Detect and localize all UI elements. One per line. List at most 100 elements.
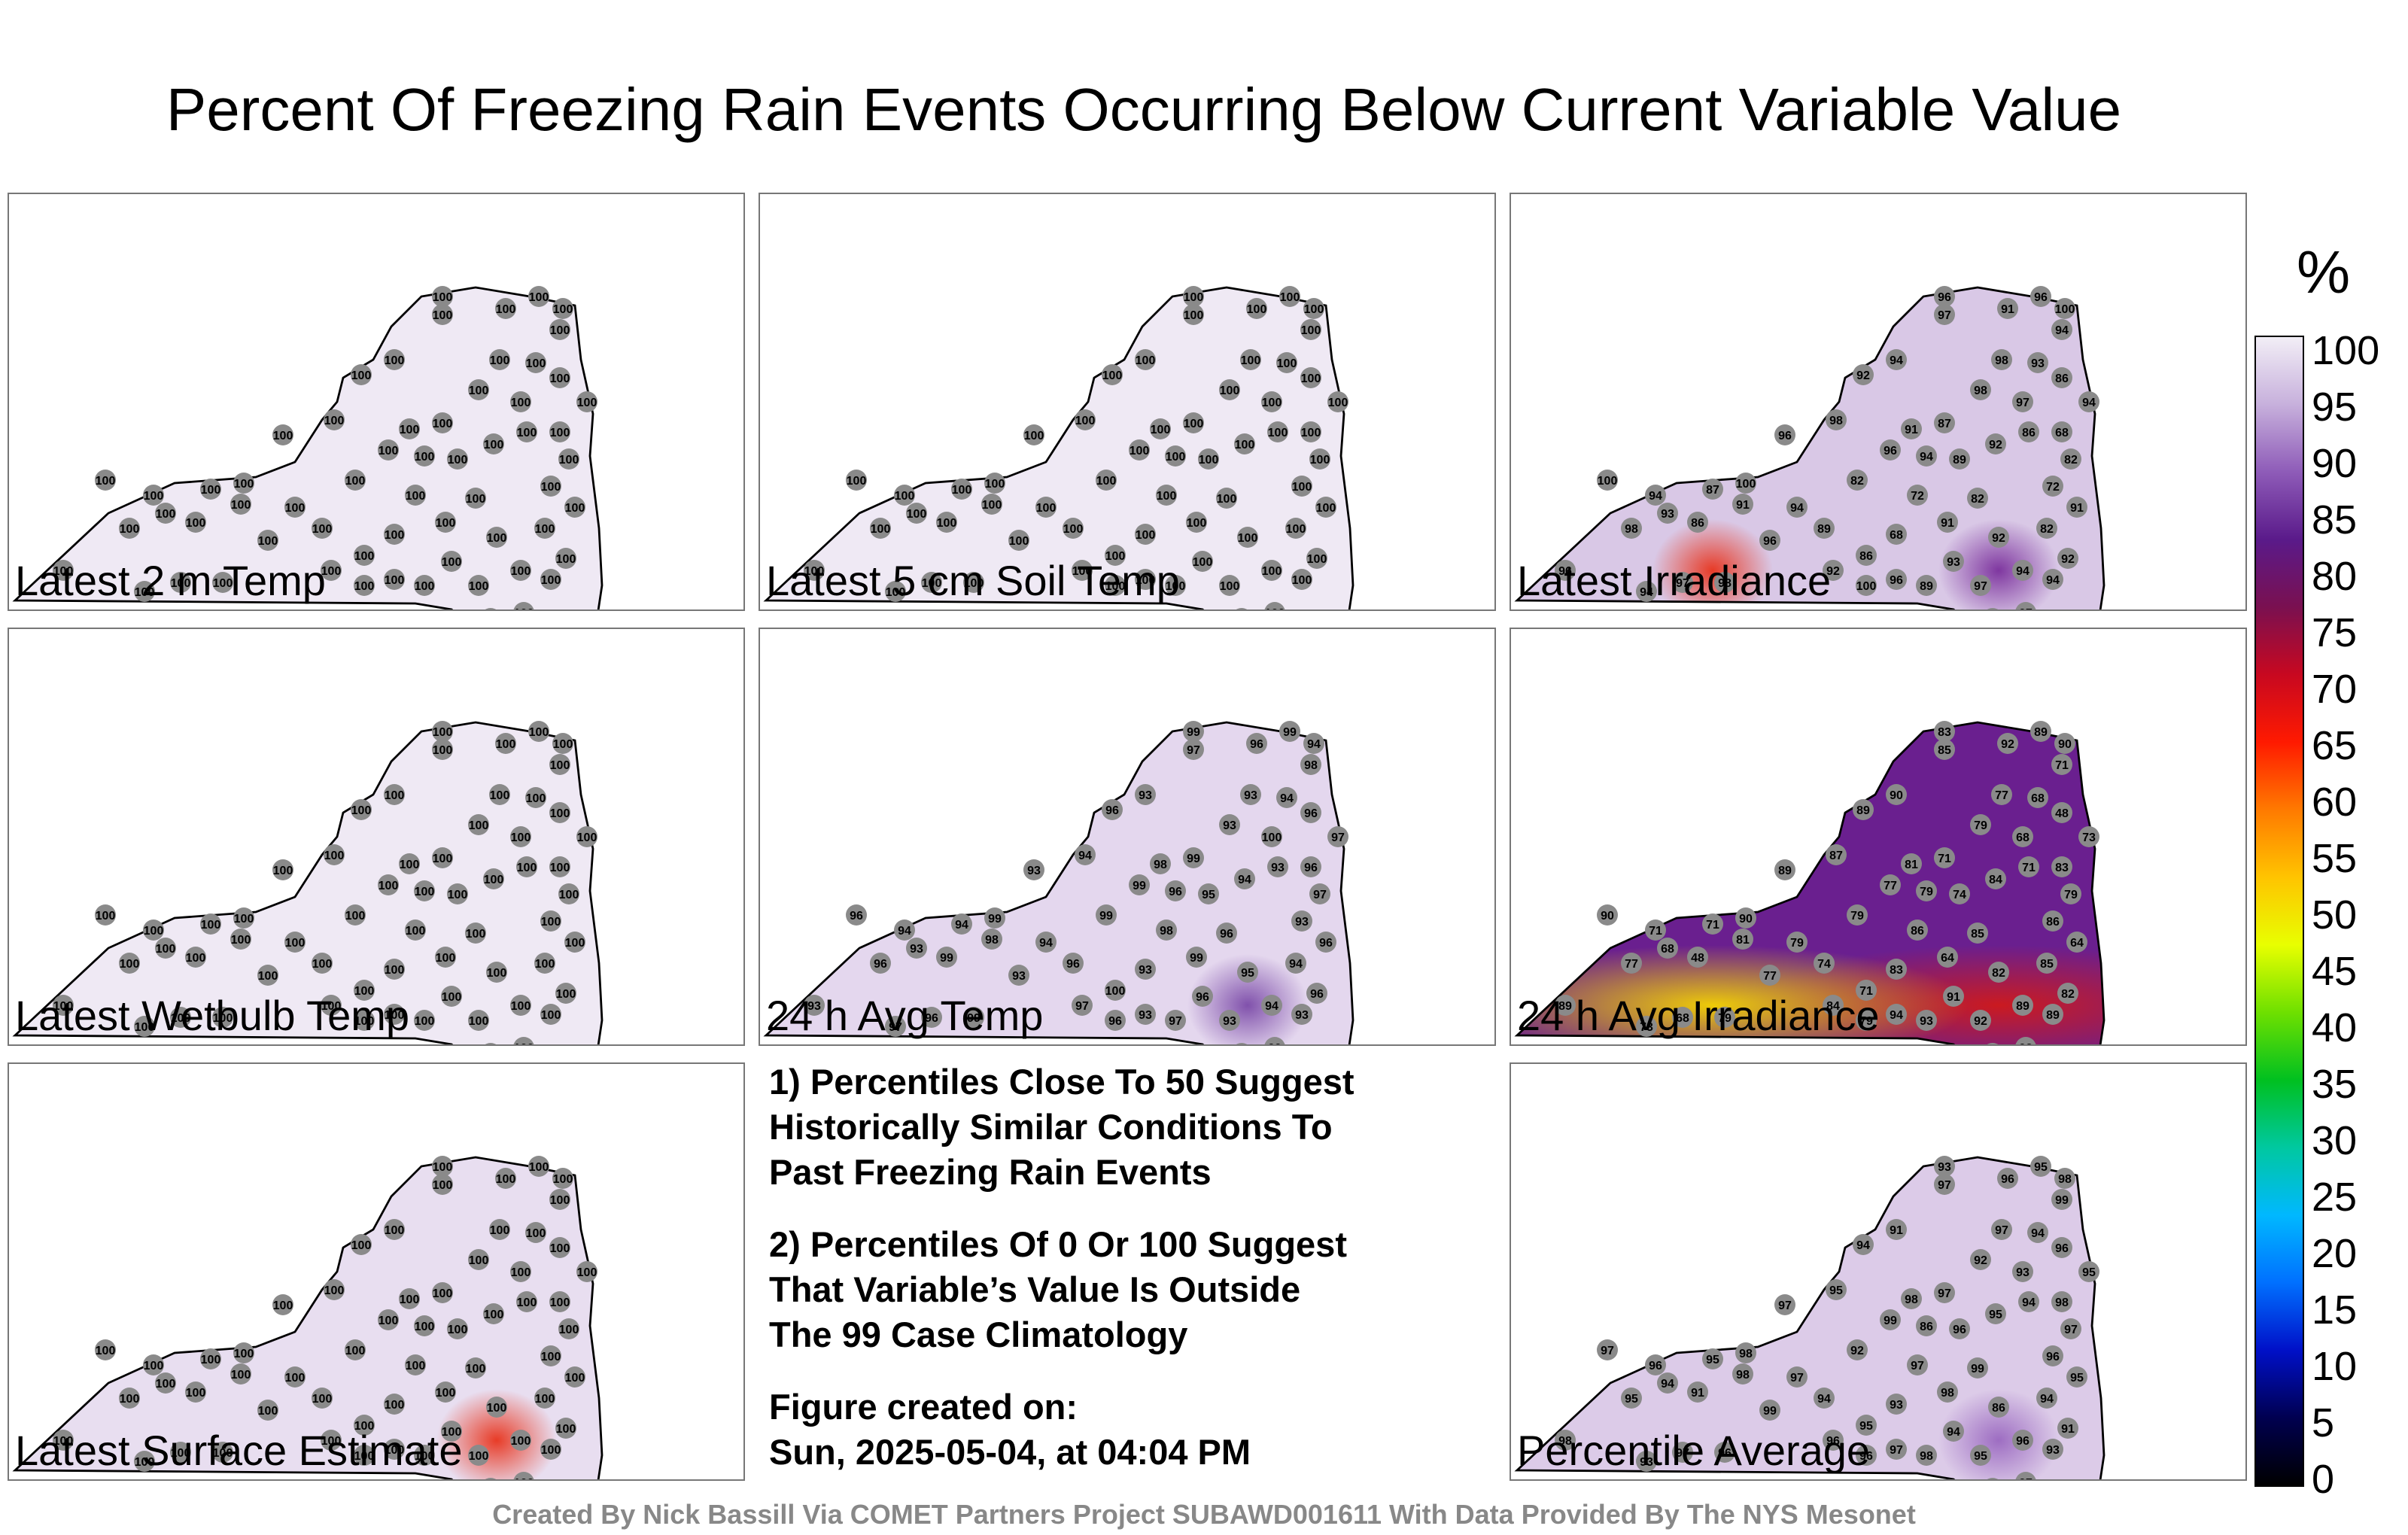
station-value: 94 xyxy=(2055,324,2069,337)
station-value: 100 xyxy=(144,1360,164,1372)
station-value: 98 xyxy=(2058,1173,2072,1186)
station-value: 100 xyxy=(1136,354,1156,367)
station-value: 100 xyxy=(433,291,453,304)
station-value: 100 xyxy=(514,1477,534,1479)
state-fill xyxy=(15,1157,602,1479)
station-value: 82 xyxy=(2061,988,2075,1001)
station-marker xyxy=(119,953,140,974)
station-value: 79 xyxy=(1790,937,1804,950)
station-marker xyxy=(432,847,453,868)
station-value: 93 xyxy=(1661,508,1674,521)
station-value: 99 xyxy=(967,1012,981,1025)
station-value: 96 xyxy=(1250,738,1263,751)
station-value: 100 xyxy=(258,970,278,983)
station-marker xyxy=(1943,1421,1964,1442)
station-marker xyxy=(1916,1010,1937,1031)
station-value: 100 xyxy=(514,607,534,609)
station-marker xyxy=(2051,319,2072,340)
state-outline xyxy=(12,1156,604,1479)
station-value: 96 xyxy=(2034,291,2048,304)
station-value: 100 xyxy=(433,1179,453,1192)
station-marker xyxy=(1315,932,1336,953)
station-marker xyxy=(2036,1388,2057,1409)
station-marker xyxy=(2051,1237,2072,1258)
station-value: 96 xyxy=(1169,886,1182,898)
station-marker xyxy=(516,421,537,442)
station-marker xyxy=(528,721,549,742)
station-value: 95 xyxy=(1202,889,1215,901)
station-marker xyxy=(1035,497,1057,518)
station-marker xyxy=(534,518,555,539)
station-marker xyxy=(1075,409,1096,430)
station-value: 82 xyxy=(2040,523,2054,536)
station-value: 79 xyxy=(1718,1012,1732,1025)
station-value: 94 xyxy=(2031,1227,2045,1240)
station-value: 97 xyxy=(1187,744,1200,757)
station-marker xyxy=(2054,1168,2075,1189)
station-marker xyxy=(1657,1372,1678,1394)
station-value: 100 xyxy=(550,759,570,772)
station-marker xyxy=(1856,1010,1877,1031)
station-value: 77 xyxy=(1625,958,1638,971)
station-value: 89 xyxy=(1953,454,1966,467)
station-value: 97 xyxy=(1778,1299,1792,1312)
station-value: 93 xyxy=(1139,789,1152,802)
station-value: 100 xyxy=(285,937,306,950)
station-value: 90 xyxy=(2058,738,2072,751)
station-value: 100 xyxy=(156,943,176,956)
station-value: 100 xyxy=(577,831,597,844)
station-marker xyxy=(2015,1472,2036,1479)
station-marker xyxy=(1072,560,1093,581)
station-value: 77 xyxy=(1995,789,2008,802)
station-value: 100 xyxy=(1075,415,1096,427)
station-marker xyxy=(1823,1430,1844,1451)
station-value: 100 xyxy=(354,550,375,563)
station-marker xyxy=(1300,856,1321,877)
station-marker xyxy=(272,859,293,880)
station-value: 100 xyxy=(1187,517,1207,530)
station-value: 81 xyxy=(1905,859,1918,871)
station-value: 100 xyxy=(804,565,825,578)
station-marker xyxy=(2030,1156,2051,1177)
station-marker xyxy=(1759,965,1780,986)
station-marker xyxy=(1135,959,1156,980)
station-value: 100 xyxy=(231,1369,251,1382)
station-marker xyxy=(549,754,570,775)
station-marker xyxy=(134,1016,155,1037)
station-marker xyxy=(1023,424,1044,445)
station-value: 100 xyxy=(433,1161,453,1174)
station-marker xyxy=(1135,349,1156,370)
station-marker xyxy=(1285,953,1306,974)
station-value: 93 xyxy=(1223,1015,1236,1028)
station-marker xyxy=(540,569,561,590)
station-value: 82 xyxy=(1850,475,1864,488)
panel-latest-2m-temp: 100 100 100 100 100 100 100 100 100 100 100 100 100 1… xyxy=(8,193,745,611)
station-marker xyxy=(1672,1007,1693,1028)
station-marker xyxy=(486,527,507,548)
station-marker xyxy=(351,1234,372,1255)
station-marker xyxy=(1063,953,1084,974)
station-marker xyxy=(576,826,597,847)
station-value: 89 xyxy=(1856,804,1870,817)
station-value: 100 xyxy=(469,580,489,593)
station-marker xyxy=(1219,1010,1240,1031)
figure-title: Percent Of Freezing Rain Events Occurrin… xyxy=(166,76,2122,143)
station-marker xyxy=(1853,1234,1874,1255)
station-marker xyxy=(1856,545,1877,566)
ny-state-map: 96 100 94 98 93 86 94 97 98 87 91 96 94 89 92 86 68 82 72 9… xyxy=(1514,286,2105,609)
station-marker xyxy=(1621,1388,1642,1409)
station-marker xyxy=(2015,602,2036,609)
station-marker xyxy=(528,1156,549,1177)
station-marker xyxy=(1186,512,1207,533)
colorbar-tick-label: 90 xyxy=(2312,441,2358,486)
station-value: 92 xyxy=(2001,738,2014,751)
station-marker xyxy=(984,907,1005,929)
station-value: 89 xyxy=(2034,726,2048,739)
station-marker xyxy=(1847,904,1868,926)
station-marker xyxy=(921,1007,942,1028)
station-marker xyxy=(384,784,405,805)
station-marker xyxy=(441,551,462,572)
station-marker xyxy=(200,1348,221,1369)
station-value: 97 xyxy=(1890,1444,1903,1457)
station-marker xyxy=(2066,497,2087,518)
